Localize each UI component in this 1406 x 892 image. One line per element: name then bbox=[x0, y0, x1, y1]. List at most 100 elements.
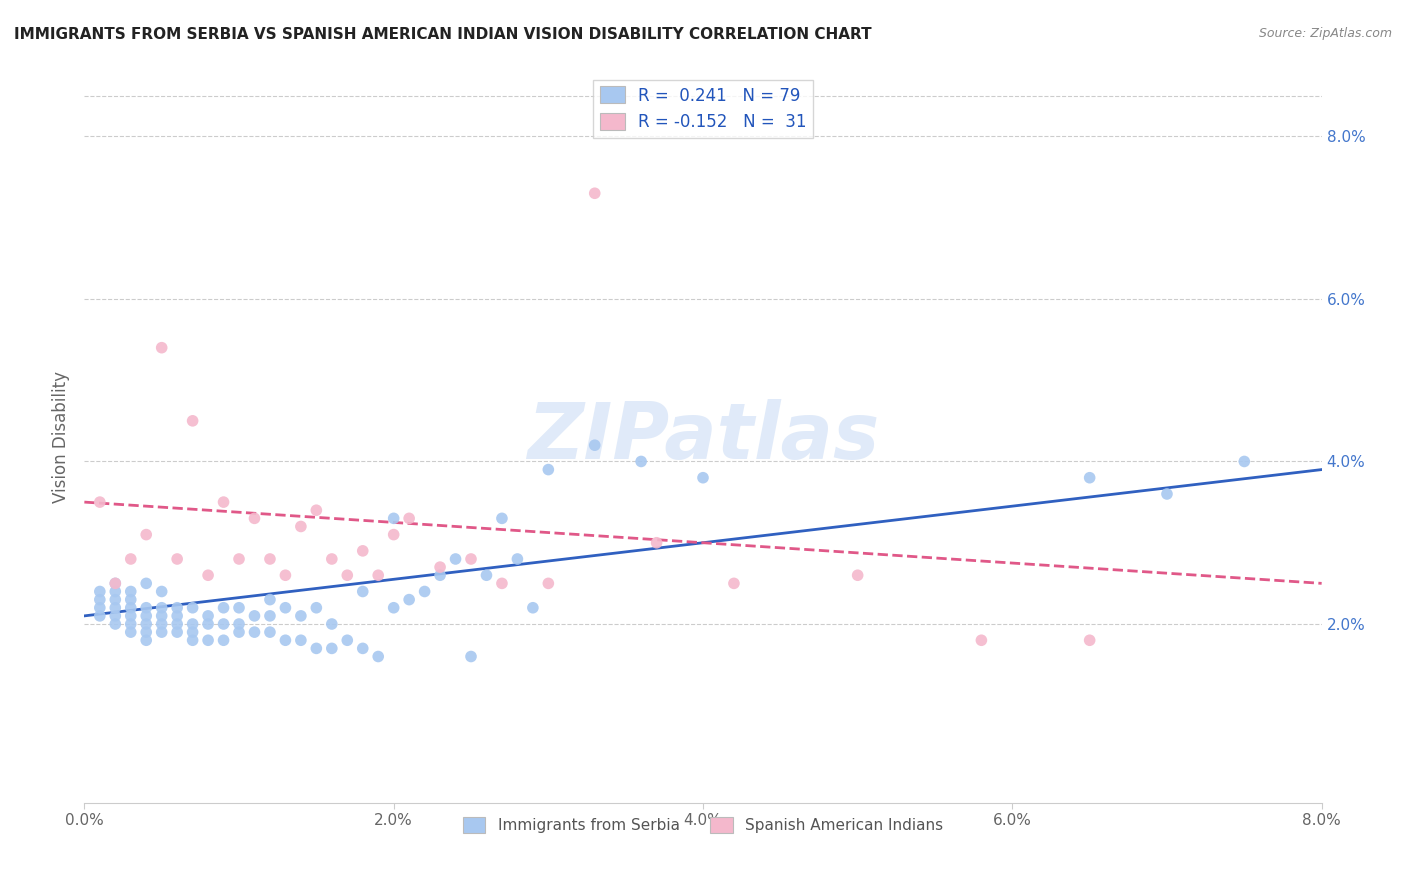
Point bbox=[429, 560, 451, 574]
Point bbox=[243, 511, 266, 525]
Point bbox=[382, 527, 405, 541]
Point bbox=[1156, 487, 1178, 501]
Point bbox=[181, 625, 204, 640]
Point bbox=[120, 600, 142, 615]
Point bbox=[135, 633, 157, 648]
Point bbox=[460, 552, 482, 566]
Point bbox=[259, 552, 281, 566]
Point bbox=[181, 600, 204, 615]
Point bbox=[120, 584, 142, 599]
Point bbox=[429, 568, 451, 582]
Point bbox=[150, 625, 173, 640]
Point bbox=[135, 617, 157, 632]
Point bbox=[1233, 454, 1256, 468]
Point bbox=[352, 544, 374, 558]
Point bbox=[212, 600, 235, 615]
Point bbox=[413, 584, 436, 599]
Point bbox=[444, 552, 467, 566]
Point bbox=[321, 617, 343, 632]
Y-axis label: Vision Disability: Vision Disability bbox=[52, 371, 70, 503]
Point bbox=[135, 608, 157, 623]
Point bbox=[197, 633, 219, 648]
Point bbox=[506, 552, 529, 566]
Text: Source: ZipAtlas.com: Source: ZipAtlas.com bbox=[1258, 27, 1392, 40]
Point bbox=[290, 633, 312, 648]
Point bbox=[166, 625, 188, 640]
Point bbox=[228, 617, 250, 632]
Point bbox=[274, 633, 297, 648]
Point bbox=[352, 641, 374, 656]
Point bbox=[212, 633, 235, 648]
Point bbox=[1078, 633, 1101, 648]
Point bbox=[259, 592, 281, 607]
Point bbox=[166, 600, 188, 615]
Point bbox=[1078, 471, 1101, 485]
Point bbox=[491, 576, 513, 591]
Point bbox=[583, 438, 606, 452]
Text: ZIPatlas: ZIPatlas bbox=[527, 399, 879, 475]
Point bbox=[89, 592, 111, 607]
Point bbox=[243, 608, 266, 623]
Point bbox=[104, 600, 127, 615]
Point bbox=[305, 600, 328, 615]
Point bbox=[181, 414, 204, 428]
Point bbox=[259, 608, 281, 623]
Point bbox=[120, 592, 142, 607]
Point bbox=[104, 576, 127, 591]
Point bbox=[522, 600, 544, 615]
Point bbox=[104, 608, 127, 623]
Point bbox=[970, 633, 993, 648]
Point bbox=[352, 584, 374, 599]
Point bbox=[382, 511, 405, 525]
Point bbox=[723, 576, 745, 591]
Point bbox=[228, 600, 250, 615]
Point bbox=[181, 617, 204, 632]
Point bbox=[321, 641, 343, 656]
Point bbox=[89, 495, 111, 509]
Point bbox=[212, 617, 235, 632]
Point bbox=[181, 633, 204, 648]
Point bbox=[475, 568, 498, 582]
Point bbox=[166, 552, 188, 566]
Point bbox=[120, 608, 142, 623]
Point bbox=[274, 568, 297, 582]
Point bbox=[336, 633, 359, 648]
Point bbox=[89, 584, 111, 599]
Point bbox=[630, 454, 652, 468]
Text: IMMIGRANTS FROM SERBIA VS SPANISH AMERICAN INDIAN VISION DISABILITY CORRELATION : IMMIGRANTS FROM SERBIA VS SPANISH AMERIC… bbox=[14, 27, 872, 42]
Point bbox=[197, 608, 219, 623]
Point bbox=[150, 341, 173, 355]
Point bbox=[135, 600, 157, 615]
Point bbox=[104, 584, 127, 599]
Point bbox=[336, 568, 359, 582]
Point bbox=[150, 608, 173, 623]
Point bbox=[290, 519, 312, 533]
Point bbox=[367, 568, 389, 582]
Point bbox=[166, 608, 188, 623]
Point bbox=[120, 617, 142, 632]
Point bbox=[228, 625, 250, 640]
Point bbox=[290, 608, 312, 623]
Point bbox=[398, 592, 420, 607]
Point bbox=[104, 592, 127, 607]
Point bbox=[212, 495, 235, 509]
Point bbox=[135, 527, 157, 541]
Point bbox=[460, 649, 482, 664]
Point bbox=[120, 552, 142, 566]
Point bbox=[135, 576, 157, 591]
Point bbox=[150, 600, 173, 615]
Point bbox=[382, 600, 405, 615]
Point bbox=[104, 576, 127, 591]
Point bbox=[150, 584, 173, 599]
Point bbox=[692, 471, 714, 485]
Point bbox=[104, 617, 127, 632]
Point bbox=[305, 503, 328, 517]
Point bbox=[305, 641, 328, 656]
Point bbox=[120, 625, 142, 640]
Point bbox=[398, 511, 420, 525]
Point bbox=[537, 462, 560, 476]
Point bbox=[274, 600, 297, 615]
Point bbox=[321, 552, 343, 566]
Point bbox=[197, 568, 219, 582]
Point bbox=[259, 625, 281, 640]
